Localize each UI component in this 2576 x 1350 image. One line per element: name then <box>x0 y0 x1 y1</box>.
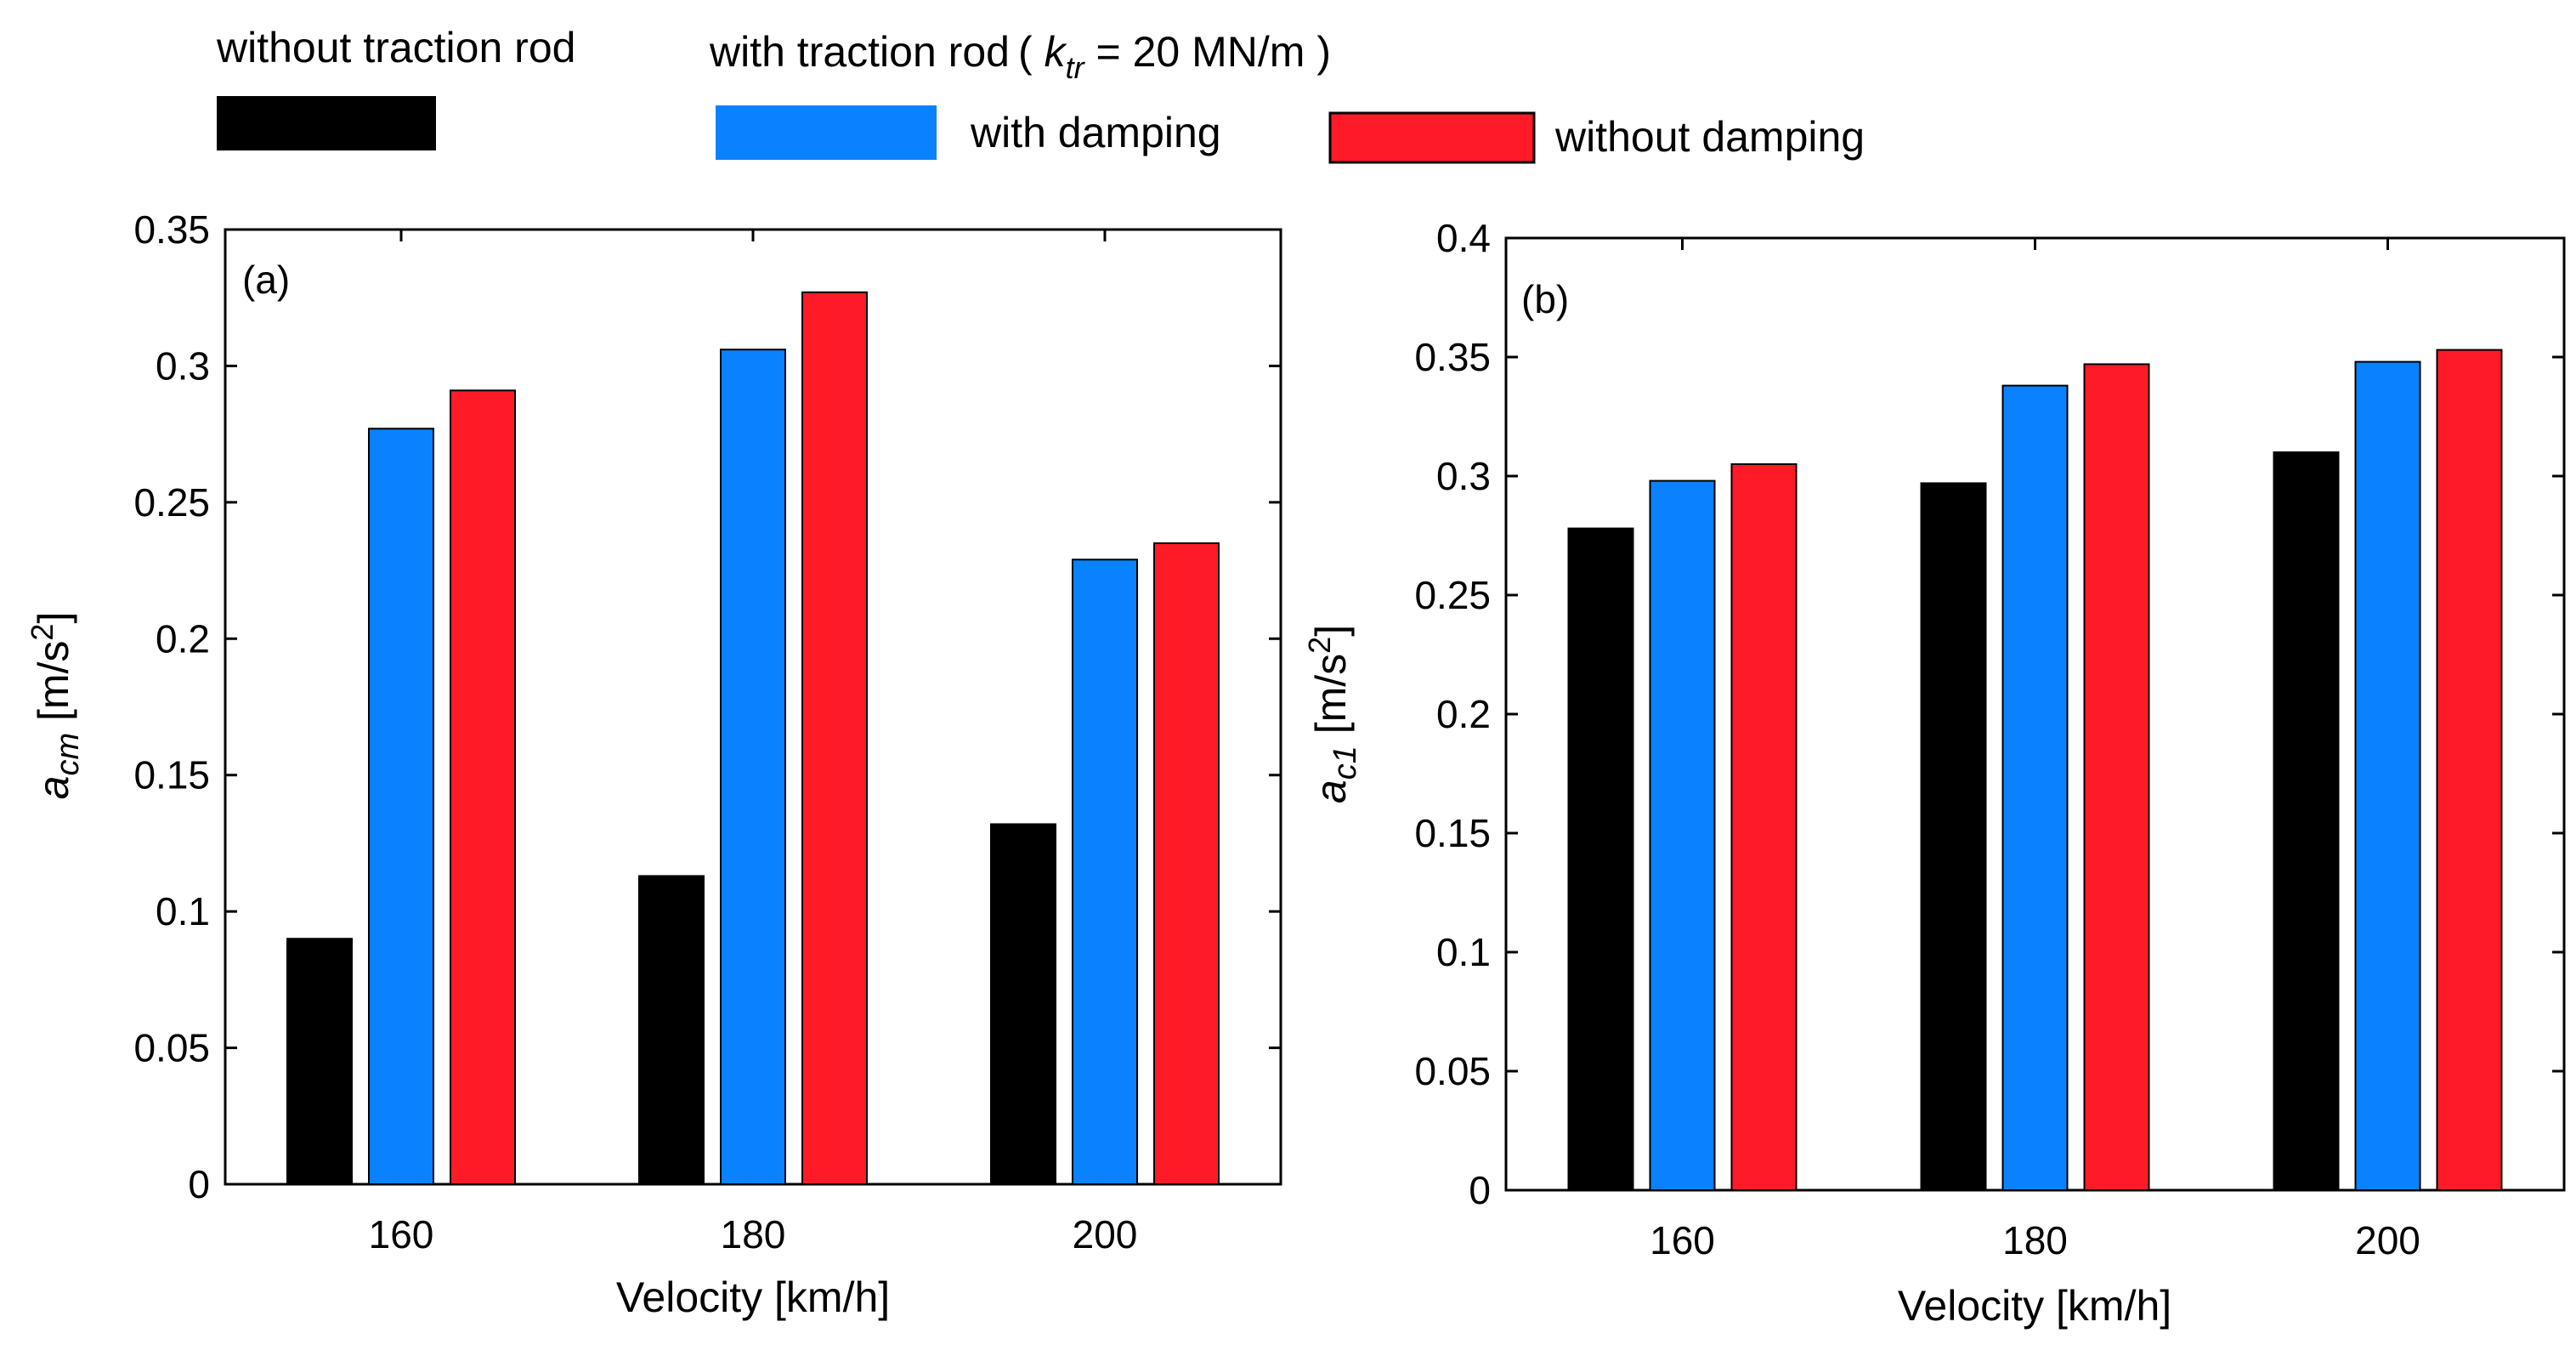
x-tick-label-a: 200 <box>1073 1212 1138 1256</box>
legend-group-title: with traction rod(ktr = 20 MN/m) <box>709 28 1331 85</box>
bar-b-200-s2 <box>2436 349 2503 1192</box>
chart-panel-a: (a) 0 0.05 0.1 0.15 0.2 0.25 0.3 0.35 160 180 200… <box>25 207 1282 1321</box>
x-tick-label-b: 180 <box>2002 1218 2068 1262</box>
y-tick-label-a: 0.3 <box>156 343 210 388</box>
legend-label-with-damping: with damping <box>970 109 1221 156</box>
y-tick-label-b: 0.2 <box>1436 692 1491 736</box>
y-tick-label-b: 0.1 <box>1436 930 1491 974</box>
bar-a-200-s0 <box>990 823 1056 1185</box>
bar-b-160-s0 <box>1567 527 1634 1191</box>
legend-swatch-with-damping <box>716 105 937 160</box>
bar-a-200-s2 <box>1153 542 1220 1185</box>
bar-a-180-s2 <box>801 291 868 1186</box>
y-tick-label-a: 0.35 <box>133 207 210 252</box>
bar-a-180-s0 <box>638 875 705 1185</box>
y-tick-label-a: 0.25 <box>133 480 210 525</box>
bar-b-180-s1 <box>2001 384 2069 1192</box>
y-axis-title-a: acm [m/s2] <box>25 612 86 800</box>
legend-swatch-without-damping <box>1328 111 1536 164</box>
y-tick-label-a: 0.2 <box>156 616 210 661</box>
legend: without traction rod with traction rod(k… <box>216 24 1865 164</box>
x-axis-title-a: Velocity [km/h] <box>616 1273 890 1321</box>
bar-a-200-s1 <box>1072 559 1138 1185</box>
y-tick-label-b: 0.4 <box>1436 216 1491 260</box>
y-tick-label-b: 0.3 <box>1436 454 1491 498</box>
bar-a-180-s1 <box>720 349 786 1186</box>
y-tick-label-b: 0.25 <box>1414 573 1491 617</box>
legend-label-without-traction-rod: without traction rod <box>216 24 575 71</box>
bar-b-160-s2 <box>1730 463 1798 1191</box>
bar-a-160-s2 <box>450 389 516 1185</box>
bar-b-180-s2 <box>2083 363 2150 1191</box>
y-axis-title-b: ac1 [m/s2] <box>1302 625 1363 803</box>
bar-b-160-s1 <box>1649 479 1716 1191</box>
x-tick-label-a: 160 <box>369 1212 434 1256</box>
y-tick-label-b: 0.05 <box>1414 1049 1491 1093</box>
chart-panel-b: (b) 0 0.05 0.1 0.15 0.2 0.25 0.3 0.35 0.4 160 180… <box>1302 216 2566 1330</box>
y-tick-label-a: 0 <box>188 1162 210 1206</box>
legend-swatch-without-traction-rod <box>217 96 436 150</box>
bar-a-160-s1 <box>368 428 434 1185</box>
x-tick-label-b: 160 <box>1650 1218 1715 1262</box>
y-tick-label-b: 0.35 <box>1414 335 1491 379</box>
x-axis-title-b: Velocity [km/h] <box>1898 1282 2171 1330</box>
bar-b-180-s0 <box>1920 482 1987 1191</box>
x-tick-label-a: 180 <box>721 1212 786 1256</box>
y-tick-label-b: 0 <box>1469 1168 1491 1212</box>
bar-b-200-s1 <box>2354 360 2421 1192</box>
y-tick-label-a: 0.05 <box>133 1026 210 1070</box>
panel-label-b: (b) <box>1521 277 1569 321</box>
y-tick-label-a: 0.15 <box>133 753 210 797</box>
legend-label-without-damping: without damping <box>1554 113 1865 161</box>
y-tick-label-a: 0.1 <box>156 889 210 933</box>
bar-a-160-s0 <box>286 938 353 1185</box>
y-tick-label-b: 0.15 <box>1414 811 1491 855</box>
x-tick-label-b: 200 <box>2355 1218 2420 1262</box>
panel-label-a: (a) <box>242 258 290 302</box>
bar-b-200-s0 <box>2273 451 2340 1191</box>
